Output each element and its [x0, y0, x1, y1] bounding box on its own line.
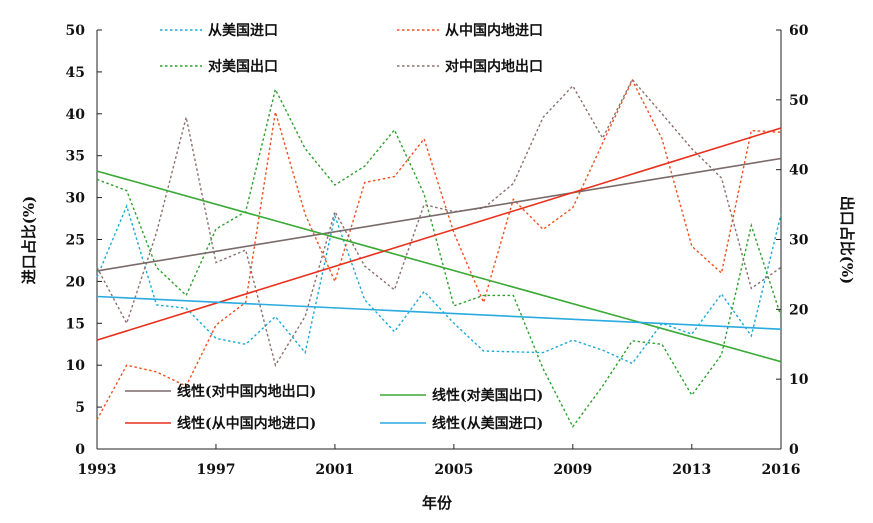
series-line-2	[96, 87, 782, 429]
y-left-tick-label: 15	[66, 316, 85, 332]
y-right-tick-label: 0	[789, 442, 799, 458]
y-right-axis-title: 出口占比(%)	[838, 196, 856, 284]
y-left-tick-label: 35	[66, 149, 85, 165]
legend-label-2: 对美国出口	[208, 58, 278, 75]
y-right-tick-label: 10	[789, 372, 809, 388]
legend-label-0: 从美国进口	[208, 22, 278, 39]
y-right-tick-label: 30	[789, 233, 809, 249]
series-layer	[96, 78, 782, 429]
series-line-3	[96, 78, 782, 367]
series-line-6	[96, 127, 782, 341]
series-line-1	[96, 78, 782, 421]
series-line-7	[96, 295, 782, 330]
y-right-tick-label: 40	[789, 163, 809, 179]
x-tick-label: 1993	[78, 462, 117, 478]
y-left-tick-label: 40	[66, 107, 86, 123]
series-line-4	[96, 157, 782, 272]
y-left-tick-label: 0	[75, 442, 85, 458]
y-left-tick-label: 50	[66, 23, 86, 39]
x-tick-label: 2005	[434, 462, 473, 478]
x-tick-label: 1997	[196, 462, 235, 478]
y-left-tick-label: 20	[66, 274, 86, 290]
series-line-5	[96, 170, 782, 363]
y-left-axis-title: 进口占比(%)	[20, 196, 38, 284]
legend-label-4: 线性(对中国内地出口)	[177, 383, 316, 400]
axes: 0 5 10 15 20 25 30 35 40 45 50 0 10 20 30 40 50 60 1993 199…	[66, 23, 809, 478]
y-left-tick-label: 25	[66, 233, 85, 249]
y-right-tick-label: 20	[789, 302, 809, 318]
y-right-tick-label: 60	[789, 23, 809, 39]
legend-label-5: 线性(对美国出口)	[432, 387, 543, 404]
x-axis-title: 年份	[422, 494, 453, 512]
series-line-0	[96, 203, 782, 365]
x-tick-label: 2016	[762, 462, 801, 478]
legend-label-6: 线性(从中国内地进口)	[177, 415, 316, 432]
y-left-tick-label: 30	[66, 191, 86, 207]
legend-label-3: 对中国内地出口	[445, 58, 543, 75]
x-tick-label: 2009	[553, 462, 592, 478]
y-right-tick-label: 50	[789, 93, 809, 109]
legend-label-7: 线性(从美国进口)	[432, 415, 543, 432]
x-tick-label: 2001	[315, 462, 354, 478]
x-tick-label: 2013	[672, 462, 711, 478]
legend-label-1: 从中国内地进口	[445, 22, 543, 39]
y-left-tick-label: 10	[66, 358, 86, 374]
y-left-tick-label: 5	[75, 400, 85, 416]
y-left-tick-label: 45	[66, 65, 85, 81]
